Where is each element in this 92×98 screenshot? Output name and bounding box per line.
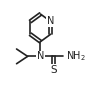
Text: NH$_2$: NH$_2$	[66, 49, 86, 63]
Text: N: N	[37, 51, 44, 61]
Text: S: S	[50, 65, 57, 75]
Text: N: N	[47, 16, 54, 26]
